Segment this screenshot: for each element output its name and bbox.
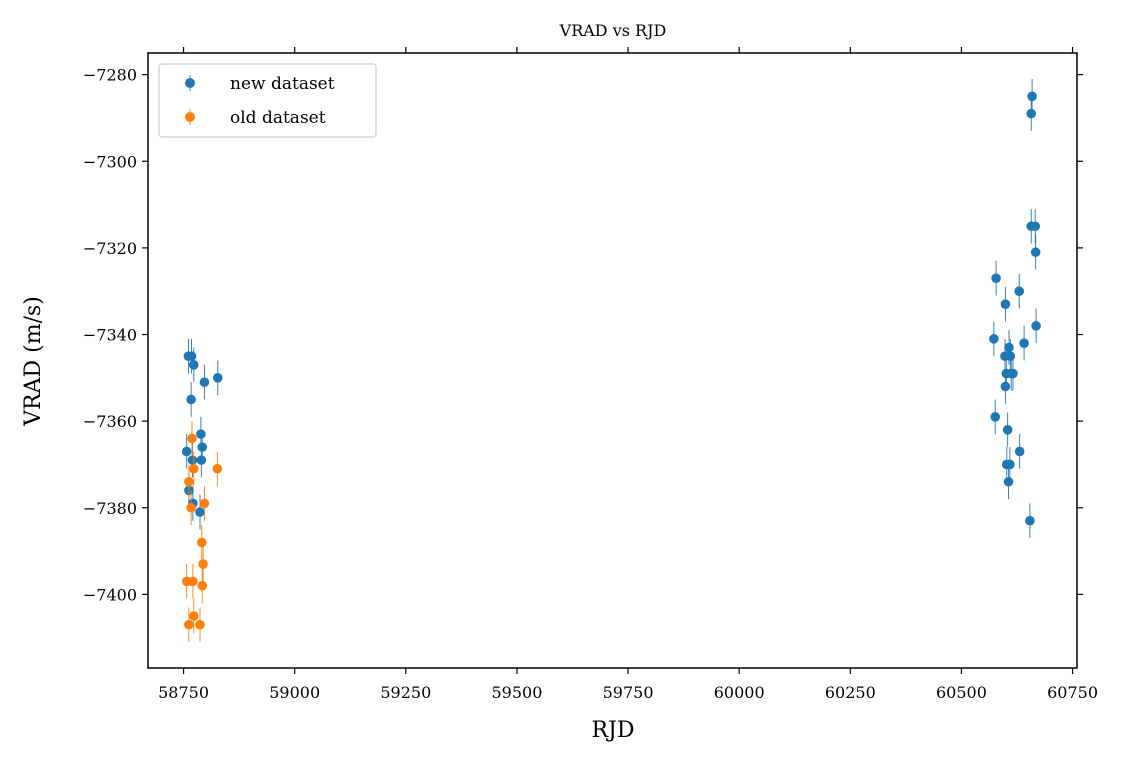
y-tick-label: −7400 [83, 585, 137, 604]
y-tick-label: −7300 [83, 152, 137, 171]
data-point [187, 433, 197, 444]
data-point [188, 611, 199, 621]
data-point [188, 360, 199, 370]
data-point [196, 429, 206, 439]
data-point [1030, 221, 1041, 232]
data-point [198, 559, 208, 569]
legend-item-old-dataset: old dataset [185, 108, 326, 128]
data-point [184, 619, 194, 630]
legend-marker-old [185, 112, 195, 122]
data-point [196, 455, 207, 465]
data-point [212, 373, 223, 383]
y-axis-label: VRAD (m/s) [21, 296, 46, 427]
series-new-dataset [181, 78, 1041, 539]
plot-area [147, 52, 1078, 669]
data-point [197, 442, 208, 452]
series-layer [181, 78, 1041, 643]
x-tick-label: 60000 [714, 683, 765, 702]
data-point [184, 476, 194, 487]
legend-label-new: new dataset [230, 74, 335, 94]
data-point [1019, 338, 1029, 348]
data-point [186, 351, 197, 361]
data-point [1014, 446, 1025, 457]
x-tick-label: 59500 [491, 683, 542, 702]
y-tick-label: −7380 [83, 499, 137, 518]
data-point [195, 507, 205, 517]
data-point [1014, 286, 1025, 297]
data-point [1030, 247, 1041, 258]
data-point [212, 463, 223, 474]
data-point [1005, 351, 1016, 361]
data-point [1004, 342, 1014, 353]
data-point [188, 463, 199, 474]
y-tick-label: −7340 [83, 326, 137, 345]
x-axis-label: RJD [591, 718, 634, 743]
y-tick-label: −7360 [83, 412, 137, 431]
y-axis: −7280 −7300 −7320 −7340 −7360 −7380 −7400 [83, 66, 1083, 604]
x-tick-label: 60500 [936, 683, 987, 702]
legend: new dataset old dataset [158, 63, 377, 138]
data-point [186, 502, 196, 513]
data-point [1027, 91, 1037, 102]
x-tick-label: 60750 [1047, 683, 1098, 702]
x-axis: 58750 59000 59250 59500 59750 60000 60250 60500… [158, 47, 1098, 702]
legend-frame [158, 63, 377, 138]
data-point [1000, 299, 1011, 309]
data-point [1003, 476, 1014, 487]
data-point [1026, 108, 1037, 119]
x-tick-label: 59000 [269, 683, 320, 702]
data-point [199, 377, 210, 387]
data-point [1000, 381, 1011, 392]
data-point [1002, 424, 1013, 435]
data-point [1025, 515, 1035, 526]
data-point [188, 576, 198, 587]
x-tick-label: 58750 [158, 683, 209, 702]
data-point [181, 446, 192, 457]
data-point [1005, 459, 1015, 470]
chart-title: VRAD vs RJD [559, 21, 667, 40]
series-old-dataset [181, 421, 223, 643]
legend-label-old: old dataset [230, 108, 326, 128]
data-point [989, 334, 999, 344]
data-point [187, 455, 198, 465]
data-point [196, 537, 207, 548]
data-point [186, 394, 196, 405]
data-point [1008, 368, 1018, 379]
x-tick-label: 59250 [380, 683, 431, 702]
data-point [991, 273, 1001, 284]
x-tick-label: 59750 [603, 683, 654, 702]
data-point [199, 498, 210, 509]
y-tick-label: −7280 [83, 66, 137, 85]
x-tick-label: 60250 [825, 683, 876, 702]
data-point [195, 619, 205, 630]
legend-marker-new [185, 78, 195, 88]
y-tick-label: −7320 [83, 239, 137, 258]
data-point [990, 412, 1001, 422]
data-point [1031, 321, 1041, 331]
data-point [197, 580, 208, 591]
legend-item-new-dataset: new dataset [185, 74, 335, 94]
